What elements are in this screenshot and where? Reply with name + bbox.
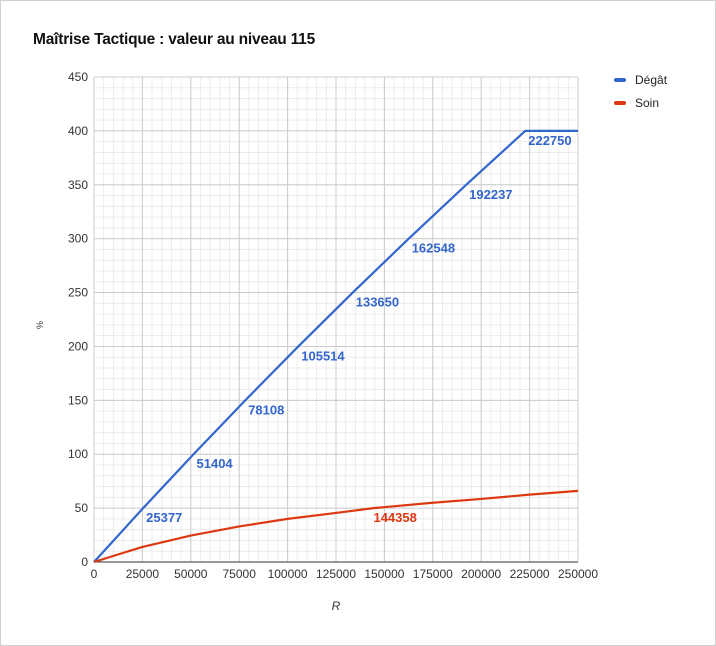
y-tick-label: 300 <box>68 232 88 246</box>
y-tick-label: 150 <box>68 393 88 407</box>
x-tick-label: 75000 <box>223 567 257 581</box>
data-label: 78108 <box>248 402 284 417</box>
x-tick-label: 200000 <box>461 567 501 581</box>
x-tick-label: 175000 <box>413 567 453 581</box>
data-label: 25377 <box>146 510 182 525</box>
data-label: 144358 <box>373 510 416 525</box>
y-tick-label: 350 <box>68 178 88 192</box>
y-tick-label: 0 <box>81 555 88 569</box>
y-tick-label: 400 <box>68 124 88 138</box>
chart-title: Maîtrise Tactique : valeur au niveau 115 <box>33 31 316 48</box>
series-line-degat <box>93 129 578 563</box>
x-tick-label: 150000 <box>364 567 404 581</box>
legend-item-soin[interactable]: Soin <box>614 91 667 114</box>
legend: Dégât Soin <box>614 68 667 114</box>
x-tick-label: 225000 <box>510 567 550 581</box>
data-label: 105514 <box>301 348 345 363</box>
x-axis-label: R <box>332 599 341 613</box>
x-tick-label: 250000 <box>558 567 598 581</box>
x-tick-label: 125000 <box>316 567 356 581</box>
y-tick-label: 200 <box>68 339 88 353</box>
data-label: 192237 <box>469 187 512 202</box>
y-tick-label: 100 <box>68 447 88 461</box>
legend-label-soin: Soin <box>635 95 660 110</box>
y-tick-label: 450 <box>68 70 88 84</box>
x-tick-label: 0 <box>91 567 98 581</box>
x-tick-label: 25000 <box>126 567 160 581</box>
x-tick-label: 50000 <box>174 567 208 581</box>
legend-label-degat: Dégât <box>635 72 668 87</box>
legend-swatch-soin <box>614 100 626 105</box>
y-axis-label: % <box>35 321 45 329</box>
data-label: 222750 <box>528 133 571 148</box>
data-label: 51404 <box>197 456 234 471</box>
legend-item-degat[interactable]: Dégât <box>614 68 667 91</box>
series-line-soin <box>93 489 579 564</box>
y-tick-label: 50 <box>75 501 89 515</box>
x-tick-label: 100000 <box>268 567 308 581</box>
y-tick-label: 250 <box>68 286 88 300</box>
legend-swatch-degat <box>614 77 626 82</box>
data-label: 162548 <box>412 241 455 256</box>
data-label: 133650 <box>356 295 399 310</box>
